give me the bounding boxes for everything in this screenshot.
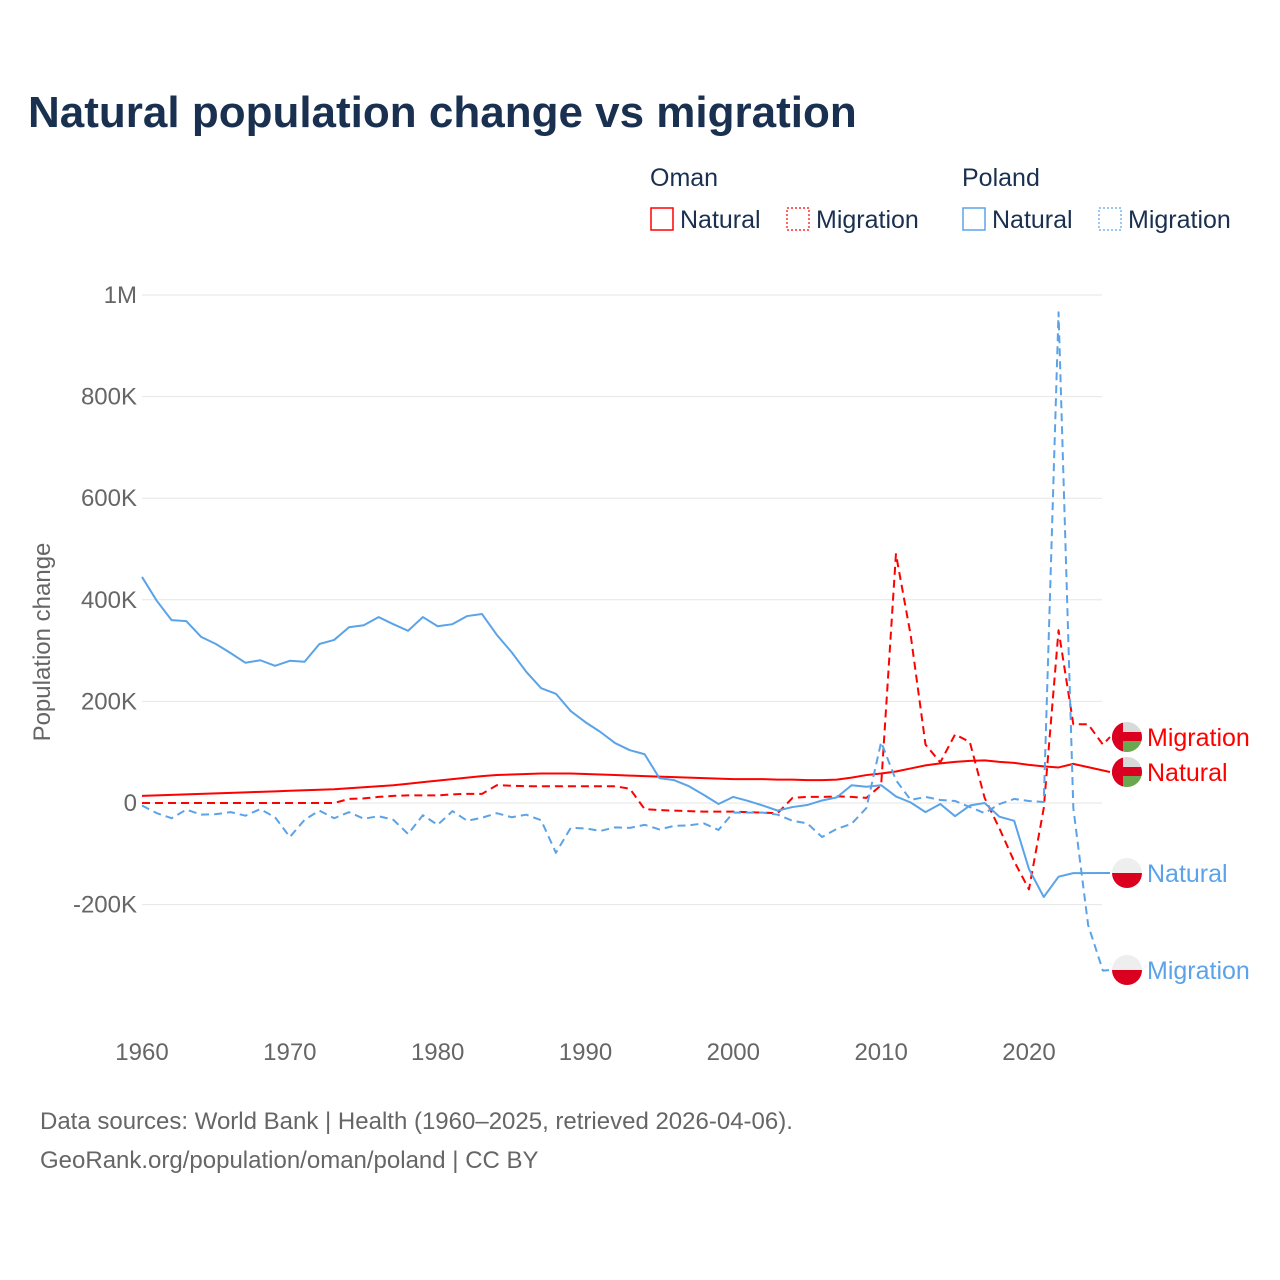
flag-body	[1112, 722, 1142, 752]
end-label: Natural	[1147, 860, 1228, 888]
flag-white	[1112, 955, 1142, 970]
flag-red	[1112, 970, 1142, 985]
poland-flag-icon	[1112, 858, 1142, 888]
y-tick-label: 400K	[81, 587, 137, 614]
legend-group-title: Poland	[962, 164, 1040, 192]
y-axis-label: Population change	[29, 543, 56, 742]
x-tick-label: 1980	[411, 1039, 464, 1066]
legend-item-migration: Migration	[1128, 206, 1231, 234]
x-tick-label: 2000	[707, 1039, 760, 1066]
flag-red-band	[1112, 732, 1142, 741]
x-tick-label: 1990	[559, 1039, 612, 1066]
legend-group-title: Oman	[650, 164, 718, 192]
end-label: Migration	[1147, 724, 1250, 752]
oman-flag-icon	[1112, 722, 1142, 752]
flag-body	[1112, 757, 1142, 787]
legend-swatch-migration	[786, 207, 810, 231]
series-line-poland-migration	[141, 311, 1111, 972]
flag-body	[1112, 858, 1142, 888]
legend-item-natural: Natural	[992, 206, 1073, 234]
y-tick-label: 600K	[81, 485, 137, 512]
end-label: Migration	[1147, 957, 1250, 985]
x-tick-label: 1960	[115, 1039, 168, 1066]
legend-swatch-natural	[650, 207, 674, 231]
end-label: Natural	[1147, 759, 1228, 787]
y-tick-label: 200K	[81, 688, 137, 715]
legend-item-natural: Natural	[680, 206, 761, 234]
x-tick-label: 1970	[263, 1039, 316, 1066]
series-line-oman-natural	[141, 759, 1111, 797]
flag-red-band	[1112, 767, 1142, 776]
flag-red-hoist	[1112, 757, 1123, 787]
y-tick-label: 800K	[81, 384, 137, 411]
legend-swatch-natural	[962, 207, 986, 231]
oman-flag-icon	[1112, 757, 1142, 787]
flag-red	[1112, 873, 1142, 888]
flag-red-hoist	[1112, 722, 1123, 752]
flag-white	[1112, 858, 1142, 873]
x-tick-label: 2010	[854, 1039, 907, 1066]
y-tick-label: -200K	[73, 892, 137, 919]
y-tick-label: 1M	[104, 282, 137, 309]
legend-item-migration: Migration	[816, 206, 919, 234]
footer-url: GeoRank.org/population/oman/poland | CC …	[40, 1147, 539, 1174]
x-tick-label: 2020	[1002, 1039, 1055, 1066]
poland-flag-icon	[1112, 955, 1142, 985]
series-line-poland-natural	[141, 576, 1111, 898]
legend-swatch-migration	[1098, 207, 1122, 231]
chart-title: Natural population change vs migration	[28, 88, 857, 137]
series-line-oman-migration	[142, 553, 1111, 891]
y-tick-label: 0	[124, 790, 137, 817]
footer-sources: Data sources: World Bank | Health (1960–…	[40, 1108, 793, 1135]
flag-body	[1112, 955, 1142, 985]
